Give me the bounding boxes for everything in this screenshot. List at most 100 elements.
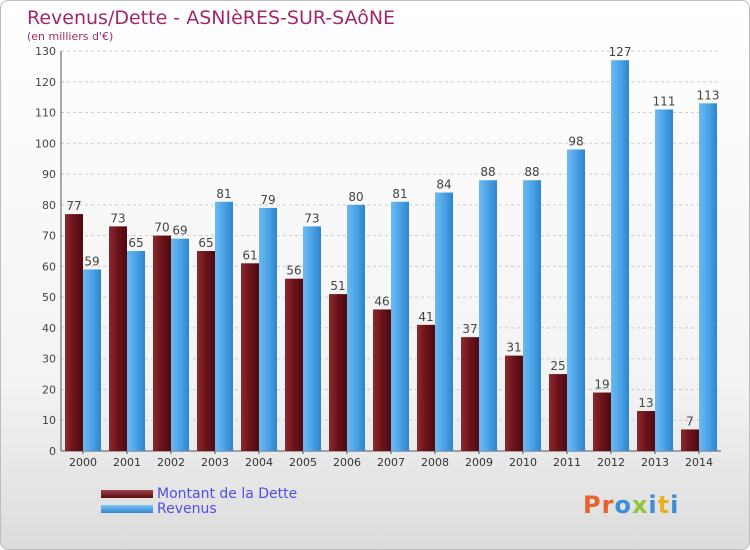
- x-tick-label: 2007: [377, 456, 405, 469]
- x-tick-label: 2009: [465, 456, 493, 469]
- x-tick-label: 2006: [333, 456, 361, 469]
- y-tick-label: 90: [42, 168, 56, 181]
- y-tick-label: 130: [35, 45, 56, 58]
- logo-letter: i: [648, 491, 658, 519]
- bar-dette: [373, 309, 391, 451]
- data-label-revenus: 98: [568, 134, 583, 148]
- bar-dette: [461, 337, 479, 451]
- data-label-revenus: 111: [653, 94, 676, 108]
- data-label-revenus: 80: [348, 190, 363, 204]
- data-label-revenus: 73: [304, 211, 319, 225]
- data-label-dette: 56: [286, 264, 301, 278]
- bar-revenus: [611, 60, 629, 451]
- chart-subtitle: (en milliers d'€): [27, 30, 114, 43]
- bar-revenus: [259, 207, 277, 451]
- bar-dette: [637, 411, 655, 451]
- x-tick-label: 2002: [157, 456, 185, 469]
- data-label-revenus: 69: [172, 224, 187, 238]
- bar-revenus: [215, 201, 233, 451]
- data-label-dette: 7: [686, 414, 694, 428]
- y-tick-label: 50: [42, 291, 56, 304]
- bar-revenus: [347, 204, 365, 451]
- legend-swatch-revenus: [101, 505, 153, 513]
- logo-letter: o: [614, 491, 632, 519]
- data-label-revenus: 113: [697, 88, 720, 102]
- bar-revenus: [699, 103, 717, 452]
- data-label-dette: 31: [506, 341, 521, 355]
- data-label-dette: 65: [198, 236, 213, 250]
- data-label-dette: 46: [374, 294, 389, 308]
- proxiti-logo: Proxiti: [583, 491, 679, 519]
- x-tick-label: 2008: [421, 456, 449, 469]
- logo-letter: x: [631, 491, 649, 519]
- data-label-revenus: 84: [436, 178, 451, 192]
- data-label-dette: 37: [462, 322, 477, 336]
- bar-revenus: [391, 201, 409, 451]
- y-tick-label: 0: [49, 445, 56, 458]
- bar-dette: [153, 235, 171, 451]
- bar-revenus: [171, 238, 189, 451]
- bar-revenus: [523, 180, 541, 451]
- data-label-dette: 51: [330, 279, 345, 293]
- bar-dette: [285, 278, 303, 451]
- logo-letter: r: [601, 491, 615, 519]
- legend-swatch-dette: [101, 490, 153, 498]
- bar-revenus: [435, 192, 453, 452]
- data-label-revenus: 88: [480, 165, 495, 179]
- logo-letter: P: [583, 491, 602, 519]
- y-tick-label: 20: [42, 383, 56, 396]
- data-label-dette: 41: [418, 310, 433, 324]
- data-label-revenus: 127: [609, 45, 632, 59]
- legend-label-revenus: Revenus: [157, 501, 217, 517]
- bar-revenus: [83, 269, 101, 451]
- x-tick-label: 2012: [597, 456, 625, 469]
- data-label-dette: 70: [154, 221, 169, 235]
- data-label-dette: 13: [638, 396, 653, 410]
- data-label-dette: 77: [66, 199, 81, 213]
- bar-revenus: [655, 109, 673, 451]
- bar-dette: [505, 355, 523, 451]
- bar-dette: [241, 263, 259, 451]
- y-tick-label: 100: [35, 137, 56, 150]
- y-tick-label: 120: [35, 76, 56, 89]
- bar-revenus: [127, 251, 145, 451]
- x-tick-label: 2003: [201, 456, 229, 469]
- x-tick-label: 2005: [289, 456, 317, 469]
- data-label-dette: 61: [242, 248, 257, 262]
- data-label-revenus: 79: [260, 193, 275, 207]
- x-tick-label: 2011: [553, 456, 581, 469]
- chart-title: Revenus/Dette - ASNIèRES-SUR-SAôNE: [27, 7, 396, 29]
- bar-dette: [329, 294, 347, 451]
- data-label-dette: 73: [110, 211, 125, 225]
- logo-letter: t: [657, 491, 671, 519]
- y-tick-label: 60: [42, 260, 56, 273]
- bar-dette: [549, 374, 567, 451]
- x-tick-label: 2013: [641, 456, 669, 469]
- y-tick-label: 30: [42, 353, 56, 366]
- y-tick-label: 10: [42, 414, 56, 427]
- bar-dette: [417, 324, 435, 451]
- legend-label-dette: Montant de la Dette: [157, 486, 298, 502]
- y-tick-label: 110: [35, 107, 56, 120]
- bar-revenus: [567, 149, 585, 451]
- bar-dette: [65, 214, 83, 451]
- x-tick-label: 2004: [245, 456, 273, 469]
- bar-dette: [109, 226, 127, 451]
- data-label-revenus: 88: [524, 165, 539, 179]
- data-label-dette: 25: [550, 359, 565, 373]
- data-label-revenus: 65: [128, 236, 143, 250]
- bar-dette: [197, 251, 215, 451]
- data-label-revenus: 81: [392, 187, 407, 201]
- bar-revenus: [479, 180, 497, 451]
- x-tick-label: 2000: [69, 456, 97, 469]
- logo-letter: i: [670, 491, 680, 519]
- y-tick-label: 80: [42, 199, 56, 212]
- data-label-dette: 19: [594, 378, 609, 392]
- data-label-revenus: 81: [216, 187, 231, 201]
- x-tick-label: 2001: [113, 456, 141, 469]
- bar-revenus: [303, 226, 321, 451]
- x-tick-label: 2010: [509, 456, 537, 469]
- data-label-revenus: 59: [84, 254, 99, 268]
